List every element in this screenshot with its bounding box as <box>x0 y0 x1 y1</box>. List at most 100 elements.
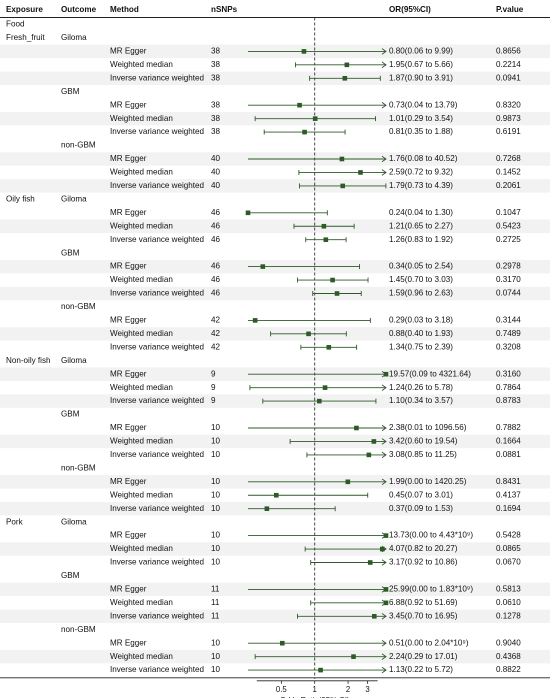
ci-arrow-high <box>381 438 387 445</box>
or-point <box>280 640 285 646</box>
x-tick-label: 2 <box>346 685 350 694</box>
p-value: 0.1047 <box>496 208 521 217</box>
method-label: Weighted median <box>110 598 173 607</box>
nsnps-value: 46 <box>211 208 221 217</box>
p-value: 0.3170 <box>496 275 521 284</box>
p-value: 0.1278 <box>496 611 521 620</box>
or-point <box>344 62 350 68</box>
or-ci-value: 0.81(0.35 to 1.88) <box>389 127 453 136</box>
method-label: MR Egger <box>110 585 147 594</box>
nsnps-value: 10 <box>211 665 221 674</box>
ci-arrow-high <box>381 640 387 647</box>
nsnps-value: 38 <box>211 73 221 82</box>
nsnps-value: 46 <box>211 289 221 298</box>
or-ci-value: 0.37(0.09 to 1.53) <box>389 504 453 513</box>
nsnps-value: 38 <box>211 114 221 123</box>
outcome-label: Giloma <box>61 33 87 42</box>
nsnps-value: 10 <box>211 544 221 553</box>
method-label: Weighted median <box>110 221 173 230</box>
method-label: MR Egger <box>110 423 147 432</box>
nsnps-value: 42 <box>211 329 221 338</box>
row-band <box>0 219 550 233</box>
or-ci-value: 0.34(0.05 to 2.54) <box>389 262 453 271</box>
method-label: Inverse variance weighted <box>110 611 204 620</box>
or-ci-value: 1.45(0.70 to 3.03) <box>389 275 453 284</box>
p-value: 0.8656 <box>496 47 521 56</box>
or-point <box>322 385 328 390</box>
method-label: MR Egger <box>110 316 147 325</box>
outcome-label: GBM <box>61 410 80 419</box>
nsnps-value: 42 <box>211 316 221 325</box>
method-label: MR Egger <box>110 369 147 378</box>
or-ci-value: 3.17(0.92 to 10.86) <box>389 558 458 567</box>
header-outcome: Outcome <box>61 5 97 14</box>
or-ci-value: 0.51(0.00 to 2.04*10⁹) <box>389 638 469 647</box>
nsnps-value: 46 <box>211 235 221 244</box>
nsnps-value: 9 <box>211 396 216 405</box>
header-pvalue: P.value <box>496 5 524 14</box>
method-label: Weighted median <box>110 383 173 392</box>
outcome-label: Giloma <box>61 356 87 365</box>
row-band <box>0 609 550 624</box>
method-label: MR Egger <box>110 154 147 163</box>
p-value: 0.8320 <box>496 100 521 109</box>
section-label: Food <box>6 20 24 29</box>
p-value: 0.0670 <box>496 558 521 567</box>
header-nsnps: nSNPs <box>211 5 238 14</box>
method-label: MR Egger <box>110 531 147 540</box>
or-ci-value: 3.08(0.85 to 11.25) <box>389 450 457 459</box>
or-point <box>340 183 346 189</box>
exposure-label: Fresh_fruit <box>6 33 45 42</box>
or-ci-value: 4.07(0.82 to 20.27) <box>389 544 458 553</box>
p-value: 0.1694 <box>496 504 521 513</box>
nsnps-value: 10 <box>211 504 221 513</box>
method-label: Weighted median <box>110 114 173 123</box>
row-band <box>0 179 550 193</box>
nsnps-value: 40 <box>211 181 221 190</box>
method-label: Inverse variance weighted <box>110 289 204 298</box>
or-ci-value: 13.73(0.00 to 4.43*10⁹) <box>389 531 473 540</box>
nsnps-value: 10 <box>211 450 221 459</box>
or-point <box>245 210 251 216</box>
nsnps-value: 46 <box>211 221 221 230</box>
or-point <box>316 398 322 404</box>
or-ci-value: 0.80(0.06 to 9.99) <box>389 47 453 56</box>
outcome-label: GBM <box>61 571 80 580</box>
p-value: 0.1452 <box>496 168 521 177</box>
or-ci-value: 1.87(0.90 to 3.91) <box>389 73 453 82</box>
nsnps-value: 9 <box>211 383 216 392</box>
ci-arrow-high <box>381 48 387 55</box>
p-value: 0.2978 <box>496 262 521 271</box>
or-point <box>334 291 340 296</box>
method-label: Inverse variance weighted <box>110 450 204 459</box>
p-value: 0.2725 <box>496 235 521 244</box>
or-point <box>383 587 389 592</box>
p-value: 0.5423 <box>496 221 521 230</box>
p-value: 0.8783 <box>496 396 521 405</box>
or-point <box>273 492 279 498</box>
nsnps-value: 40 <box>211 154 221 163</box>
or-point <box>302 129 307 135</box>
method-label: Inverse variance weighted <box>110 504 204 513</box>
ci-arrow-high <box>381 559 387 566</box>
p-value: 0.7864 <box>496 383 521 392</box>
ci-arrow-high <box>381 613 387 620</box>
x-tick-label: 1 <box>313 685 317 694</box>
outcome-label: GBM <box>61 248 80 257</box>
or-ci-value: 1.59(0.96 to 2.63) <box>389 289 453 298</box>
or-point <box>330 277 335 283</box>
row-band <box>0 434 550 449</box>
or-point <box>367 560 373 565</box>
method-label: Inverse variance weighted <box>110 558 204 567</box>
nsnps-value: 9 <box>211 369 216 378</box>
p-value: 0.3144 <box>496 316 521 325</box>
or-point <box>371 439 377 444</box>
p-value: 0.0744 <box>496 289 521 298</box>
method-label: MR Egger <box>110 208 147 217</box>
or-ci-value: 1.24(0.26 to 5.78) <box>389 383 453 392</box>
or-ci-value: 2.38(0.01 to 1096.56) <box>389 423 467 432</box>
outcome-label: non-GBM <box>61 463 96 472</box>
or-ci-value: 1.95(0.67 to 5.66) <box>389 60 453 69</box>
or-point <box>371 614 377 619</box>
or-point <box>326 345 332 350</box>
